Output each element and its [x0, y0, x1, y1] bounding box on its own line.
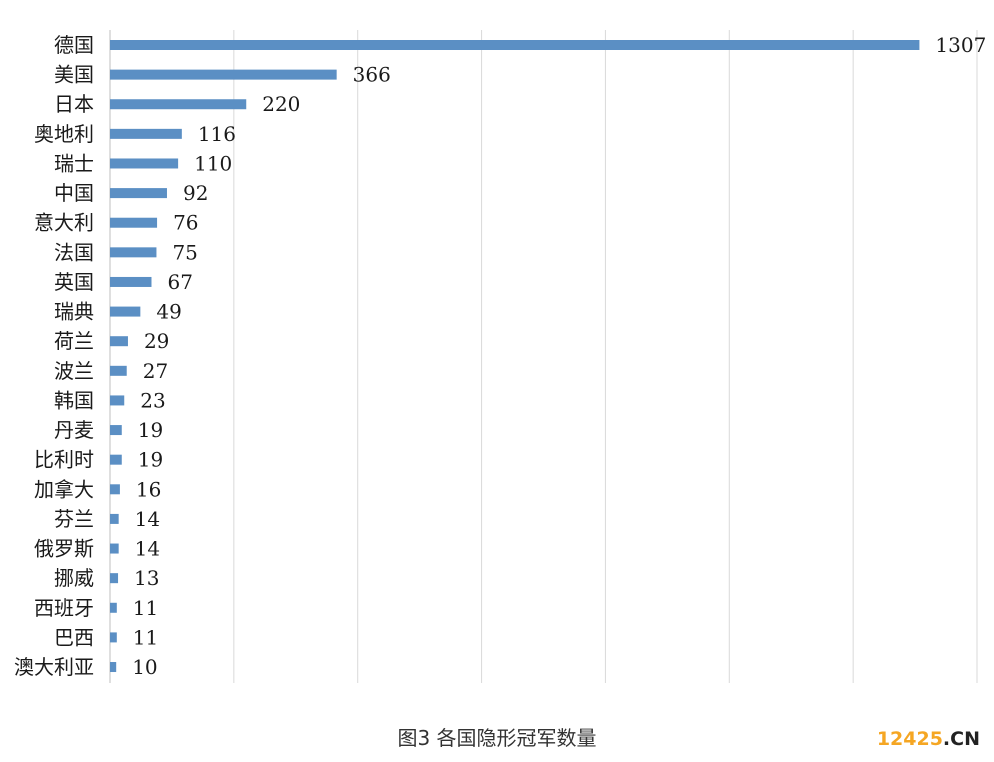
- bar: [110, 306, 141, 317]
- category-label: 加拿大: [34, 477, 94, 501]
- category-label: 荷兰: [54, 329, 94, 353]
- grid-lines: [233, 30, 978, 683]
- category-label: 瑞士: [54, 151, 94, 175]
- value-label: 11: [133, 596, 158, 620]
- bar: [110, 336, 128, 347]
- value-label: 76: [173, 211, 198, 235]
- site-watermark: 12425.CN: [877, 728, 980, 750]
- bar: [110, 573, 119, 584]
- value-label: 19: [138, 448, 163, 472]
- category-label: 法国: [54, 240, 94, 264]
- bar: [110, 602, 117, 613]
- category-label: 韩国: [54, 388, 94, 412]
- category-label: 丹麦: [54, 418, 94, 442]
- category-label: 日本: [54, 92, 94, 116]
- value-label: 1307: [935, 33, 986, 57]
- category-label: 挪威: [54, 566, 94, 590]
- watermark-number: 12425: [876, 728, 943, 750]
- value-label: 92: [183, 181, 208, 205]
- value-label: 75: [172, 240, 197, 264]
- bar-chart: 德国美国日本奥地利瑞士中国意大利法国英国瑞典荷兰波兰韩国丹麦比利时加拿大芬兰俄罗…: [14, 30, 986, 683]
- value-labels: 1307 366 220 116 110 92 76 75 67 49 29 27 23 19 19 16 14…: [132, 33, 986, 679]
- value-label: 116: [198, 122, 236, 146]
- bar: [110, 188, 167, 199]
- category-label: 芬兰: [54, 507, 94, 531]
- value-label: 11: [133, 625, 158, 649]
- bar: [110, 632, 117, 643]
- value-label: 14: [135, 507, 160, 531]
- bar: [110, 365, 127, 376]
- bar: [110, 99, 247, 110]
- value-label: 10: [132, 655, 157, 679]
- bar: [110, 395, 125, 406]
- category-label: 比利时: [34, 448, 94, 472]
- value-label: 19: [138, 418, 163, 442]
- chart-caption: 图3 各国隐形冠军数量: [397, 726, 597, 750]
- bar: [110, 247, 157, 258]
- category-label: 瑞典: [54, 300, 94, 324]
- category-label: 俄罗斯: [34, 537, 94, 561]
- value-label: 49: [156, 300, 181, 324]
- value-label: 110: [194, 151, 232, 175]
- category-label: 波兰: [54, 359, 94, 383]
- category-label: 英国: [54, 270, 94, 294]
- category-label: 奥地利: [34, 122, 94, 146]
- bar: [110, 69, 337, 80]
- value-label: 67: [167, 270, 192, 294]
- value-label: 220: [262, 92, 300, 116]
- bar: [110, 484, 120, 495]
- bar: [110, 662, 117, 673]
- category-label: 西班牙: [34, 596, 94, 620]
- category-label: 美国: [54, 63, 94, 87]
- bar: [110, 158, 179, 169]
- bar: [110, 128, 182, 139]
- bars: [110, 40, 920, 673]
- bar: [110, 543, 119, 554]
- category-label: 德国: [54, 33, 94, 57]
- category-labels: 德国美国日本奥地利瑞士中国意大利法国英国瑞典荷兰波兰韩国丹麦比利时加拿大芬兰俄罗…: [14, 33, 94, 679]
- value-label: 14: [135, 537, 160, 561]
- category-label: 澳大利亚: [14, 655, 94, 679]
- category-label: 巴西: [54, 625, 94, 649]
- value-label: 366: [353, 63, 391, 87]
- bar: [110, 513, 119, 524]
- bar: [110, 40, 920, 50]
- value-label: 27: [143, 359, 168, 383]
- value-label: 29: [144, 329, 169, 353]
- category-label: 中国: [54, 181, 94, 205]
- category-label: 意大利: [34, 211, 94, 235]
- bar: [110, 217, 158, 228]
- value-label: 23: [140, 388, 165, 412]
- bar: [110, 276, 152, 287]
- value-label: 16: [136, 477, 161, 501]
- bar: [110, 454, 122, 465]
- watermark-domain: .CN: [942, 728, 980, 750]
- value-label: 13: [134, 566, 159, 590]
- bar: [110, 425, 122, 436]
